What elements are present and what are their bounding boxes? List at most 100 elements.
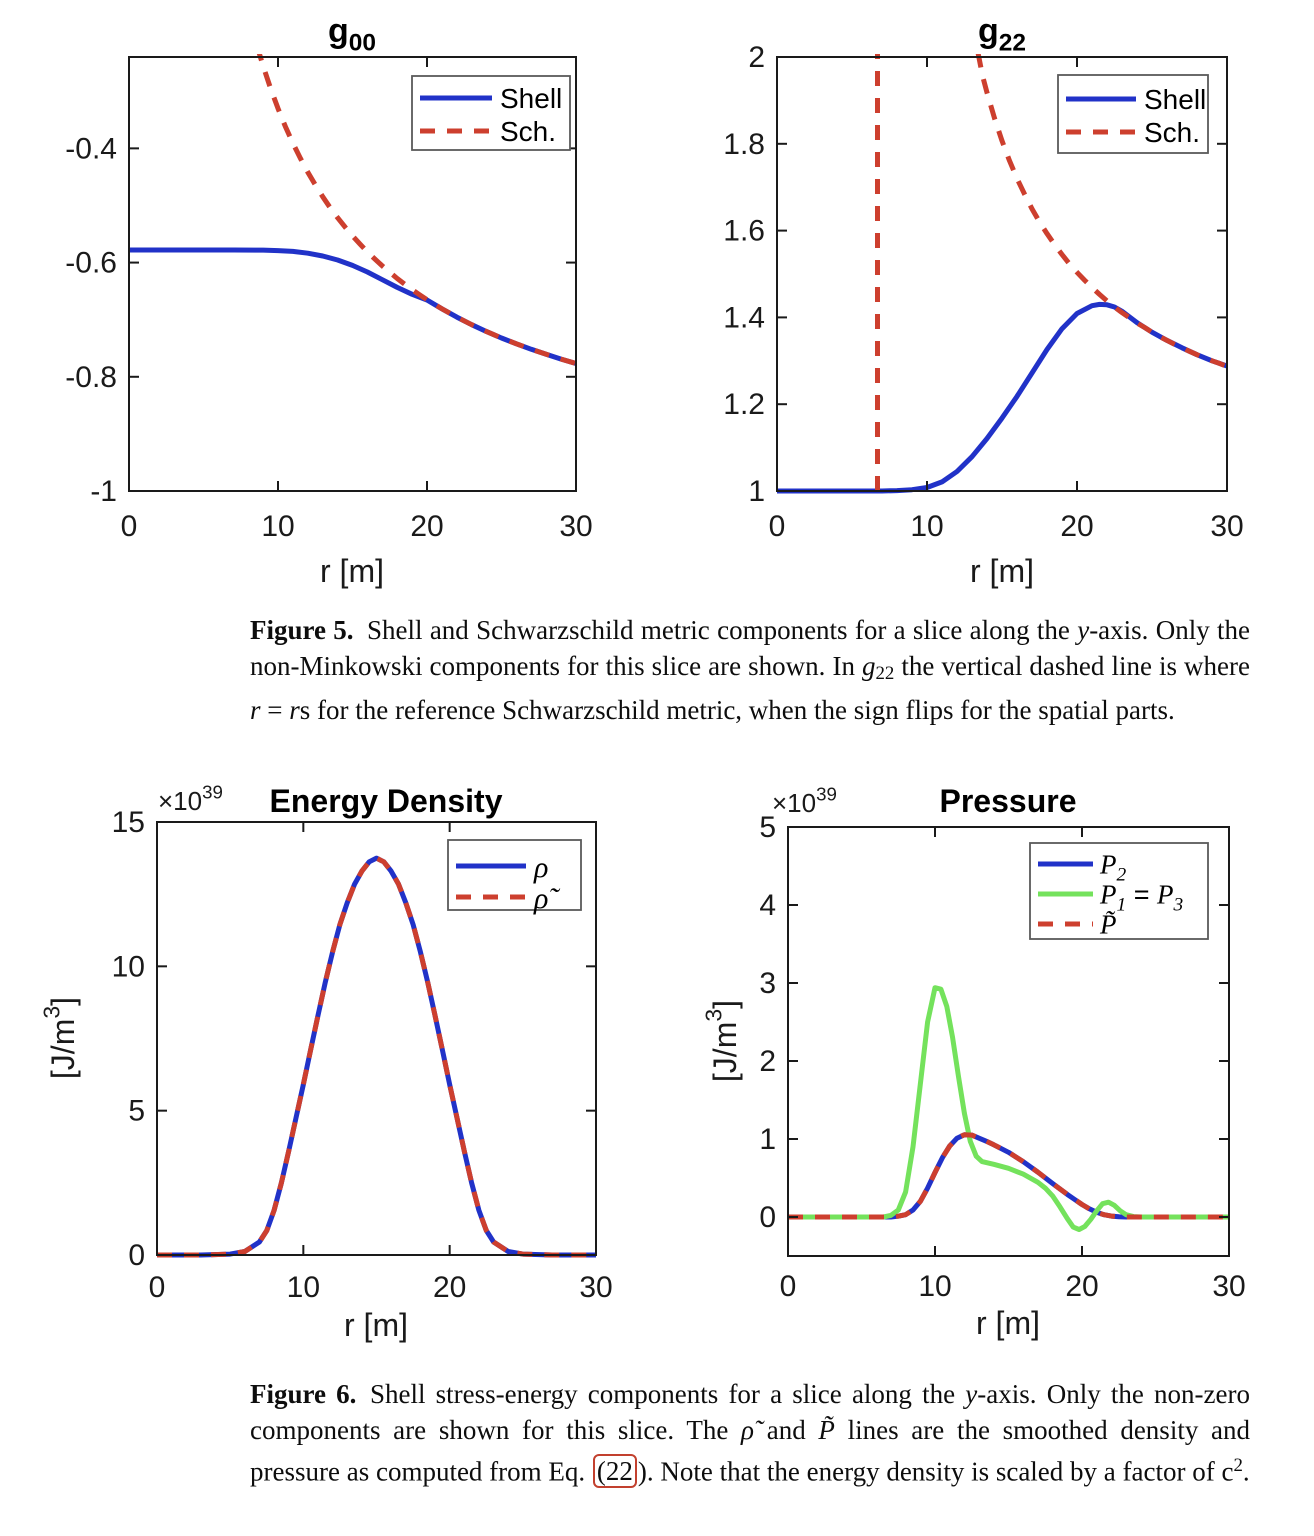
axis-box — [156, 821, 597, 1256]
y-tick-label: 0 — [759, 1201, 776, 1234]
legend-label: Shell — [1144, 84, 1206, 115]
x-tick-label: 10 — [261, 510, 294, 543]
y-tick-label: -1 — [90, 475, 117, 508]
y-tick-label: -0.6 — [65, 247, 117, 280]
caption-segment: the vertical dashed line is where — [894, 651, 1250, 681]
x-tick-label: 0 — [769, 510, 786, 543]
x-axis-label: r [m] — [976, 1305, 1040, 1341]
x-tick-label: 10 — [910, 510, 943, 543]
chart-title: g22 — [978, 12, 1026, 57]
plot-g22: 0 10 20 30 1 1.2 1.4 1.6 1.8 2 g22 r [m] Shell Sch. — [660, 0, 1260, 600]
caption-segment: . — [1242, 1456, 1250, 1487]
plot-g00: 0 10 20 30 -0.4 -0.6 -0.8 -1 g00 r [m] Shell Sch. — [30, 0, 630, 600]
plot-pressure: 0 10 20 30 0 1 2 3 4 5 Pressure ×1039 r [m] [J/m3] P2 P… — [680, 775, 1314, 1355]
y-tick-label: -0.8 — [65, 361, 117, 394]
figure5-caption: Figure 5. Shell and Schwarzschild metric… — [250, 612, 1250, 728]
series-rho-tilde — [157, 855, 596, 1258]
caption-segment: -axis. Only the non-Minkowski components… — [250, 615, 1250, 681]
legend-label: ρ — [533, 851, 548, 884]
x-tick-label: 20 — [1065, 1270, 1098, 1303]
caption-segment[interactable]: (22 — [592, 1454, 637, 1489]
caption-segment: Figure 5. — [250, 615, 354, 645]
x-tick-label: 0 — [149, 1271, 166, 1304]
caption-segment: g — [861, 651, 876, 681]
chart-title: Energy Density — [270, 783, 503, 819]
legend-label: Sch. — [1144, 117, 1200, 148]
y-axis-multiplier: ×1039 — [772, 783, 837, 818]
y-tick-label: -0.4 — [65, 132, 117, 165]
caption-segment: lines are the smoothed density and press… — [250, 1415, 1251, 1487]
series-P-tilde — [788, 1132, 1229, 1220]
y-tick-label: 0 — [128, 1239, 145, 1272]
y-tick-label: 10 — [112, 950, 145, 983]
y-tick-label: 15 — [112, 806, 145, 839]
x-tick-label: 20 — [1060, 510, 1093, 543]
x-tick-label: 0 — [121, 510, 138, 543]
caption-segment: P̃ — [818, 1415, 835, 1445]
y-tick-label: 3 — [759, 967, 776, 1000]
series-rho — [157, 855, 596, 1258]
x-tick-label: 30 — [1212, 1270, 1245, 1303]
x-tick-label: 30 — [559, 510, 592, 543]
y-tick-label: 2 — [759, 1045, 776, 1078]
caption-segment: s — [299, 695, 311, 726]
caption-segment: Shell and Schwarzschild metric component… — [353, 615, 1078, 645]
legend-box — [1029, 842, 1209, 940]
axis-box — [128, 56, 577, 492]
caption-segment: ). Note that the energy density is scale… — [637, 1456, 1234, 1487]
x-axis-label: r [m] — [344, 1307, 408, 1343]
y-tick-label: 1.8 — [723, 128, 765, 161]
y-tick-label: 2 — [748, 41, 765, 74]
caption-segment: 2 — [1233, 1455, 1243, 1476]
series-Shell — [777, 301, 1228, 494]
caption-segment: and — [754, 1415, 819, 1445]
caption-segment: 22 — [875, 663, 895, 685]
x-tick-label: 10 — [918, 1270, 951, 1303]
legend-label: Shell — [500, 83, 562, 114]
series-Sch. — [975, 54, 1228, 369]
caption-segment: y — [1077, 615, 1090, 645]
x-tick-label: 20 — [433, 1271, 466, 1304]
axis-box — [776, 56, 1228, 492]
caption-segment: r — [250, 695, 261, 726]
series-Sch. — [256, 54, 577, 366]
caption-segment: Figure 6. — [250, 1379, 357, 1409]
x-tick-label: 10 — [287, 1271, 320, 1304]
y-tick-label: 5 — [759, 811, 776, 844]
y-tick-label: 5 — [128, 1095, 145, 1128]
caption-segment: y — [965, 1379, 978, 1409]
y-axis-label: [J/m3] — [701, 1000, 743, 1082]
x-tick-label: 0 — [780, 1270, 797, 1303]
series-P1-P3 — [788, 985, 1229, 1232]
legend-box — [1057, 74, 1209, 154]
axis-box — [787, 826, 1230, 1257]
y-tick-label: 1.2 — [723, 388, 765, 421]
legend-box — [411, 75, 571, 151]
caption-segment: -axis. Only the non-zero components are … — [250, 1379, 1251, 1445]
caption-segment: for the reference Schwarzschild metric, … — [310, 695, 1175, 726]
y-tick-label: 1 — [748, 475, 765, 508]
x-tick-label: 30 — [579, 1271, 612, 1304]
x-axis-label: r [m] — [320, 553, 384, 589]
chart-title: g00 — [328, 12, 376, 57]
caption-segment: = — [260, 695, 290, 726]
y-tick-label: 1 — [759, 1123, 776, 1156]
series-Shell — [129, 247, 577, 366]
series-P2 — [788, 1132, 1229, 1220]
y-tick-label: 1.6 — [723, 215, 765, 248]
x-tick-label: 20 — [410, 510, 443, 543]
figure6-caption: Figure 6. Shell stress-energy components… — [250, 1376, 1250, 1489]
y-axis-multiplier: ×1039 — [158, 781, 223, 816]
chart-title: Pressure — [940, 783, 1077, 819]
caption-segment: ρ̃ — [741, 1415, 755, 1445]
x-tick-label: 30 — [1210, 510, 1243, 543]
caption-segment: Shell stress-energy components for a sli… — [356, 1379, 966, 1409]
y-tick-label: 1.4 — [723, 301, 765, 334]
caption-segment: r — [289, 695, 300, 726]
legend-label: P2 — [1099, 850, 1127, 886]
legend-label: P1 = P3 — [1099, 880, 1184, 916]
